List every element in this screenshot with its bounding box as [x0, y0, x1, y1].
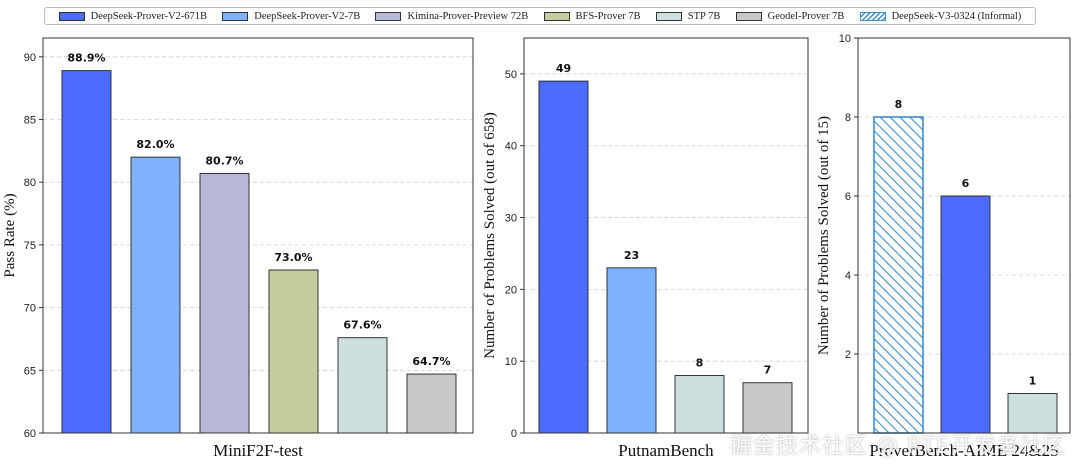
y-tick-label: 80 [24, 177, 36, 189]
y-tick-label: 8 [845, 112, 851, 124]
bar [606, 267, 657, 434]
bar-value-label: 73.0% [274, 251, 312, 264]
chart-legend: DeepSeek-Prover-V2-671B DeepSeek-Prover-V… [44, 7, 1036, 25]
y-tick-label: 90 [24, 52, 36, 64]
y-tick-label: 10 [505, 356, 517, 368]
y-tick-label: 75 [24, 240, 36, 252]
y-tick-label: 0 [511, 428, 517, 440]
legend-label: STP 7B [687, 10, 721, 22]
y-tick-label: 60 [24, 428, 36, 440]
y-tick-label: 10 [839, 33, 851, 45]
bar [268, 269, 319, 434]
legend-swatch [58, 11, 85, 21]
y-tick-label: 50 [505, 69, 517, 81]
bar [199, 172, 250, 434]
watermark: 掘金技术社区 @ RTE开发者社区 [729, 434, 1066, 459]
bar-value-label: 6 [962, 177, 970, 190]
legend-swatch [655, 11, 682, 21]
bar-value-label: 7 [764, 364, 772, 377]
bar [940, 195, 991, 434]
legend-item: BFS-Prover 7B [543, 10, 641, 22]
y-tick-label: 30 [505, 213, 517, 225]
x-axis-label: ProverBench-AIME 24&25 [869, 441, 1058, 460]
plot-frame [42, 37, 474, 434]
chart-panel: 2 4 6 8 10 8 6 1 ProverBench-AIME 24&25 Number of… [816, 33, 1071, 460]
bar [406, 373, 457, 434]
legend-label: DeepSeek-Prover-V2-7B [254, 10, 361, 22]
legend-label: BFS-Prover 7B [575, 10, 641, 22]
y-tick-label: 40 [505, 141, 517, 153]
legend-item: DeepSeek-Prover-V2-671B [58, 10, 208, 22]
x-axis-label: PutnamBench [618, 441, 714, 460]
legend-label: DeepSeek-Prover-V2-671B [90, 10, 208, 22]
bar [130, 156, 181, 434]
bar [538, 80, 589, 434]
plot-frame [523, 37, 809, 434]
bar [337, 337, 388, 434]
bar-value-label: 80.7% [205, 154, 243, 167]
legend-item: Kimina-Prover-Preview 72B [375, 11, 528, 22]
y-tick-label: 4 [845, 270, 851, 282]
bar [674, 375, 725, 434]
legend-item: DeepSeek-V3-0324 (Informal) [859, 10, 1022, 22]
y-axis-label: Number of Problems Solved (out of 15) [816, 116, 832, 355]
legend-label: Kimina-Prover-Preview 72B [407, 10, 529, 22]
legend-swatch [735, 11, 762, 21]
x-axis-label: MiniF2F-test [213, 441, 303, 460]
y-tick-label: 70 [24, 303, 36, 315]
bar [61, 70, 112, 434]
y-axis-label: Number of Problems Solved (out of 658) [482, 112, 498, 359]
chart-panel: 0 10 20 30 40 50 49 23 8 7 PutnamBench Number of Pr… [482, 37, 809, 460]
bar-value-label: 88.9% [67, 52, 105, 65]
bar-value-label: 67.6% [343, 319, 381, 332]
bar [742, 382, 793, 434]
legend-swatch [375, 11, 402, 21]
y-tick-label: 6 [845, 191, 851, 203]
legend-label: Geodel-Prover 7B [767, 10, 845, 22]
legend-label: DeepSeek-V3-0324 (Informal) [891, 10, 1022, 22]
bar [1007, 393, 1058, 434]
bar [873, 116, 924, 434]
legend-swatch [222, 11, 249, 21]
y-axis-label: Pass Rate (%) [2, 193, 18, 277]
y-tick-label: 20 [505, 284, 517, 296]
y-tick-label: 2 [845, 349, 851, 361]
bar-value-label: 64.7% [412, 355, 450, 368]
y-tick-label: 85 [24, 115, 36, 127]
legend-swatch [859, 11, 886, 21]
bar-value-label: 8 [696, 357, 704, 370]
bar-value-label: 8 [895, 98, 903, 111]
chart-panel: 60 65 70 75 80 85 90 88.9% 82.0% 80.7% 73.0% 67.6% 6… [2, 37, 474, 460]
bar-value-label: 82.0% [136, 138, 174, 151]
legend-item: Geodel-Prover 7B [735, 10, 845, 22]
bar-value-label: 23 [624, 249, 639, 262]
legend-item: STP 7B [655, 10, 721, 22]
y-tick-label: 65 [24, 365, 36, 377]
bar-value-label: 1 [1029, 375, 1037, 388]
legend-swatch [543, 11, 570, 21]
legend-item: DeepSeek-Prover-V2-7B [222, 11, 360, 22]
plot-frame [857, 37, 1071, 434]
bar-value-label: 49 [556, 62, 571, 75]
